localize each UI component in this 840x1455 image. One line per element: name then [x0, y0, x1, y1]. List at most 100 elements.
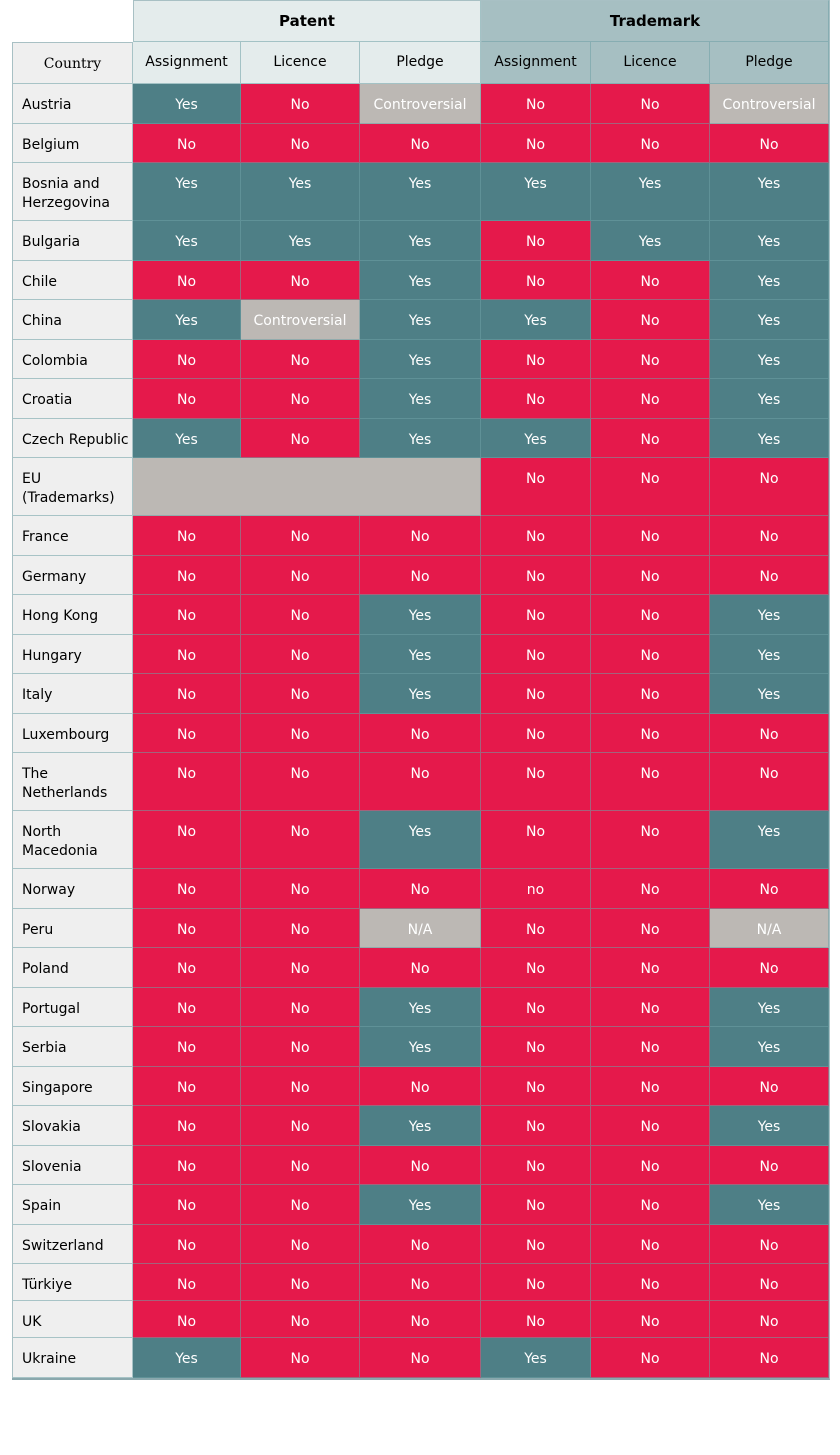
trademark-licence-cell: No: [591, 674, 710, 714]
trademark-pledge-cell: No: [710, 1066, 829, 1106]
trademark-licence-cell: No: [591, 1264, 710, 1301]
trademark-pledge-header: Pledge: [710, 42, 829, 84]
trademark-licence-cell: Yes: [591, 221, 710, 261]
patent-licence-cell: No: [241, 1027, 360, 1067]
patent-pledge-cell: Yes: [360, 300, 481, 340]
patent-assignment-cell: Yes: [133, 418, 241, 458]
trademark-pledge-cell: N/A: [710, 908, 829, 948]
patent-assignment-cell: No: [133, 634, 241, 674]
patent-pledge-cell: Yes: [360, 1027, 481, 1067]
patent-assignment-cell: No: [133, 1301, 241, 1338]
trademark-pledge-cell: No: [710, 1224, 829, 1264]
patent-pledge-cell: No: [360, 948, 481, 988]
trademark-assignment-cell: Yes: [481, 1338, 591, 1378]
patent-pledge-cell: No: [360, 753, 481, 811]
country-name: UK: [12, 1301, 133, 1338]
trademark-assignment-cell: No: [481, 84, 591, 124]
patent-pledge-cell: No: [360, 1145, 481, 1185]
trademark-pledge-cell: Yes: [710, 418, 829, 458]
trademark-pledge-cell: No: [710, 458, 829, 516]
patent-assignment-cell: No: [133, 1106, 241, 1146]
patent-assignment-cell: No: [133, 516, 241, 556]
patent-pledge-cell: Yes: [360, 811, 481, 869]
country-name: The Netherlands: [12, 753, 133, 811]
trademark-pledge-cell: Yes: [710, 221, 829, 261]
trademark-assignment-cell: No: [481, 674, 591, 714]
patent-licence-cell: No: [241, 1264, 360, 1301]
patent-not-applicable-cell: [133, 458, 481, 516]
trademark-assignment-cell: No: [481, 1301, 591, 1338]
patent-licence-cell: No: [241, 753, 360, 811]
trademark-licence-cell: No: [591, 300, 710, 340]
country-name: Türkiye: [12, 1264, 133, 1301]
trademark-assignment-cell: No: [481, 634, 591, 674]
patent-assignment-cell: No: [133, 948, 241, 988]
country-name: Chile: [12, 260, 133, 300]
trademark-licence-cell: No: [591, 555, 710, 595]
patent-licence-cell: No: [241, 634, 360, 674]
patent-pledge-cell: Yes: [360, 634, 481, 674]
trademark-assignment-cell: No: [481, 516, 591, 556]
patent-pledge-cell: Yes: [360, 339, 481, 379]
patent-assignment-cell: No: [133, 1224, 241, 1264]
patent-assignment-cell: No: [133, 123, 241, 163]
trademark-licence-cell: No: [591, 516, 710, 556]
patent-assignment-cell: No: [133, 987, 241, 1027]
patent-assignment-cell: No: [133, 1185, 241, 1225]
country-name: Colombia: [12, 339, 133, 379]
patent-assignment-cell: No: [133, 1027, 241, 1067]
trademark-assignment-cell: No: [481, 753, 591, 811]
patent-pledge-cell: No: [360, 1301, 481, 1338]
patent-pledge-cell: No: [360, 1338, 481, 1378]
trademark-pledge-cell: No: [710, 1338, 829, 1378]
trademark-licence-cell: No: [591, 987, 710, 1027]
patent-pledge-header: Pledge: [360, 42, 481, 84]
trademark-pledge-cell: Controversial: [710, 84, 829, 124]
patent-pledge-cell: No: [360, 869, 481, 909]
trademark-pledge-cell: No: [710, 555, 829, 595]
trademark-assignment-cell: Yes: [481, 418, 591, 458]
trademark-licence-cell: No: [591, 260, 710, 300]
trademark-pledge-cell: No: [710, 869, 829, 909]
patent-licence-cell: No: [241, 260, 360, 300]
trademark-licence-cell: No: [591, 1338, 710, 1378]
patent-licence-cell: No: [241, 1185, 360, 1225]
country-name: Peru: [12, 908, 133, 948]
patent-assignment-cell: Yes: [133, 163, 241, 221]
patent-pledge-cell: No: [360, 1066, 481, 1106]
patent-licence-cell: No: [241, 908, 360, 948]
trademark-assignment-cell: No: [481, 555, 591, 595]
patent-pledge-cell: Yes: [360, 1106, 481, 1146]
country-name: Croatia: [12, 379, 133, 419]
trademark-licence-cell: No: [591, 1185, 710, 1225]
trademark-licence-cell: No: [591, 84, 710, 124]
patent-pledge-cell: No: [360, 1264, 481, 1301]
trademark-group-header: Trademark: [481, 0, 829, 42]
trademark-assignment-cell: No: [481, 260, 591, 300]
trademark-licence-cell: No: [591, 753, 710, 811]
country-name: Bulgaria: [12, 221, 133, 261]
trademark-pledge-cell: Yes: [710, 1185, 829, 1225]
trademark-licence-cell: No: [591, 458, 710, 516]
patent-assignment-cell: No: [133, 595, 241, 635]
trademark-assignment-cell: No: [481, 908, 591, 948]
trademark-licence-cell: No: [591, 1066, 710, 1106]
country-name: EU (Trademarks): [12, 458, 133, 516]
trademark-assignment-cell: No: [481, 339, 591, 379]
trademark-pledge-cell: No: [710, 753, 829, 811]
patent-licence-cell: No: [241, 869, 360, 909]
trademark-assignment-cell: no: [481, 869, 591, 909]
patent-group-header: Patent: [133, 0, 481, 42]
country-name: Hong Kong: [12, 595, 133, 635]
trademark-pledge-cell: Yes: [710, 379, 829, 419]
country-name: Czech Republic: [12, 418, 133, 458]
trademark-pledge-cell: Yes: [710, 1106, 829, 1146]
trademark-assignment-cell: No: [481, 123, 591, 163]
patent-assignment-cell: No: [133, 1145, 241, 1185]
country-name: Serbia: [12, 1027, 133, 1067]
patent-assignment-cell: No: [133, 339, 241, 379]
trademark-assignment-cell: Yes: [481, 300, 591, 340]
trademark-assignment-cell: No: [481, 713, 591, 753]
trademark-assignment-cell: No: [481, 595, 591, 635]
patent-assignment-cell: No: [133, 869, 241, 909]
